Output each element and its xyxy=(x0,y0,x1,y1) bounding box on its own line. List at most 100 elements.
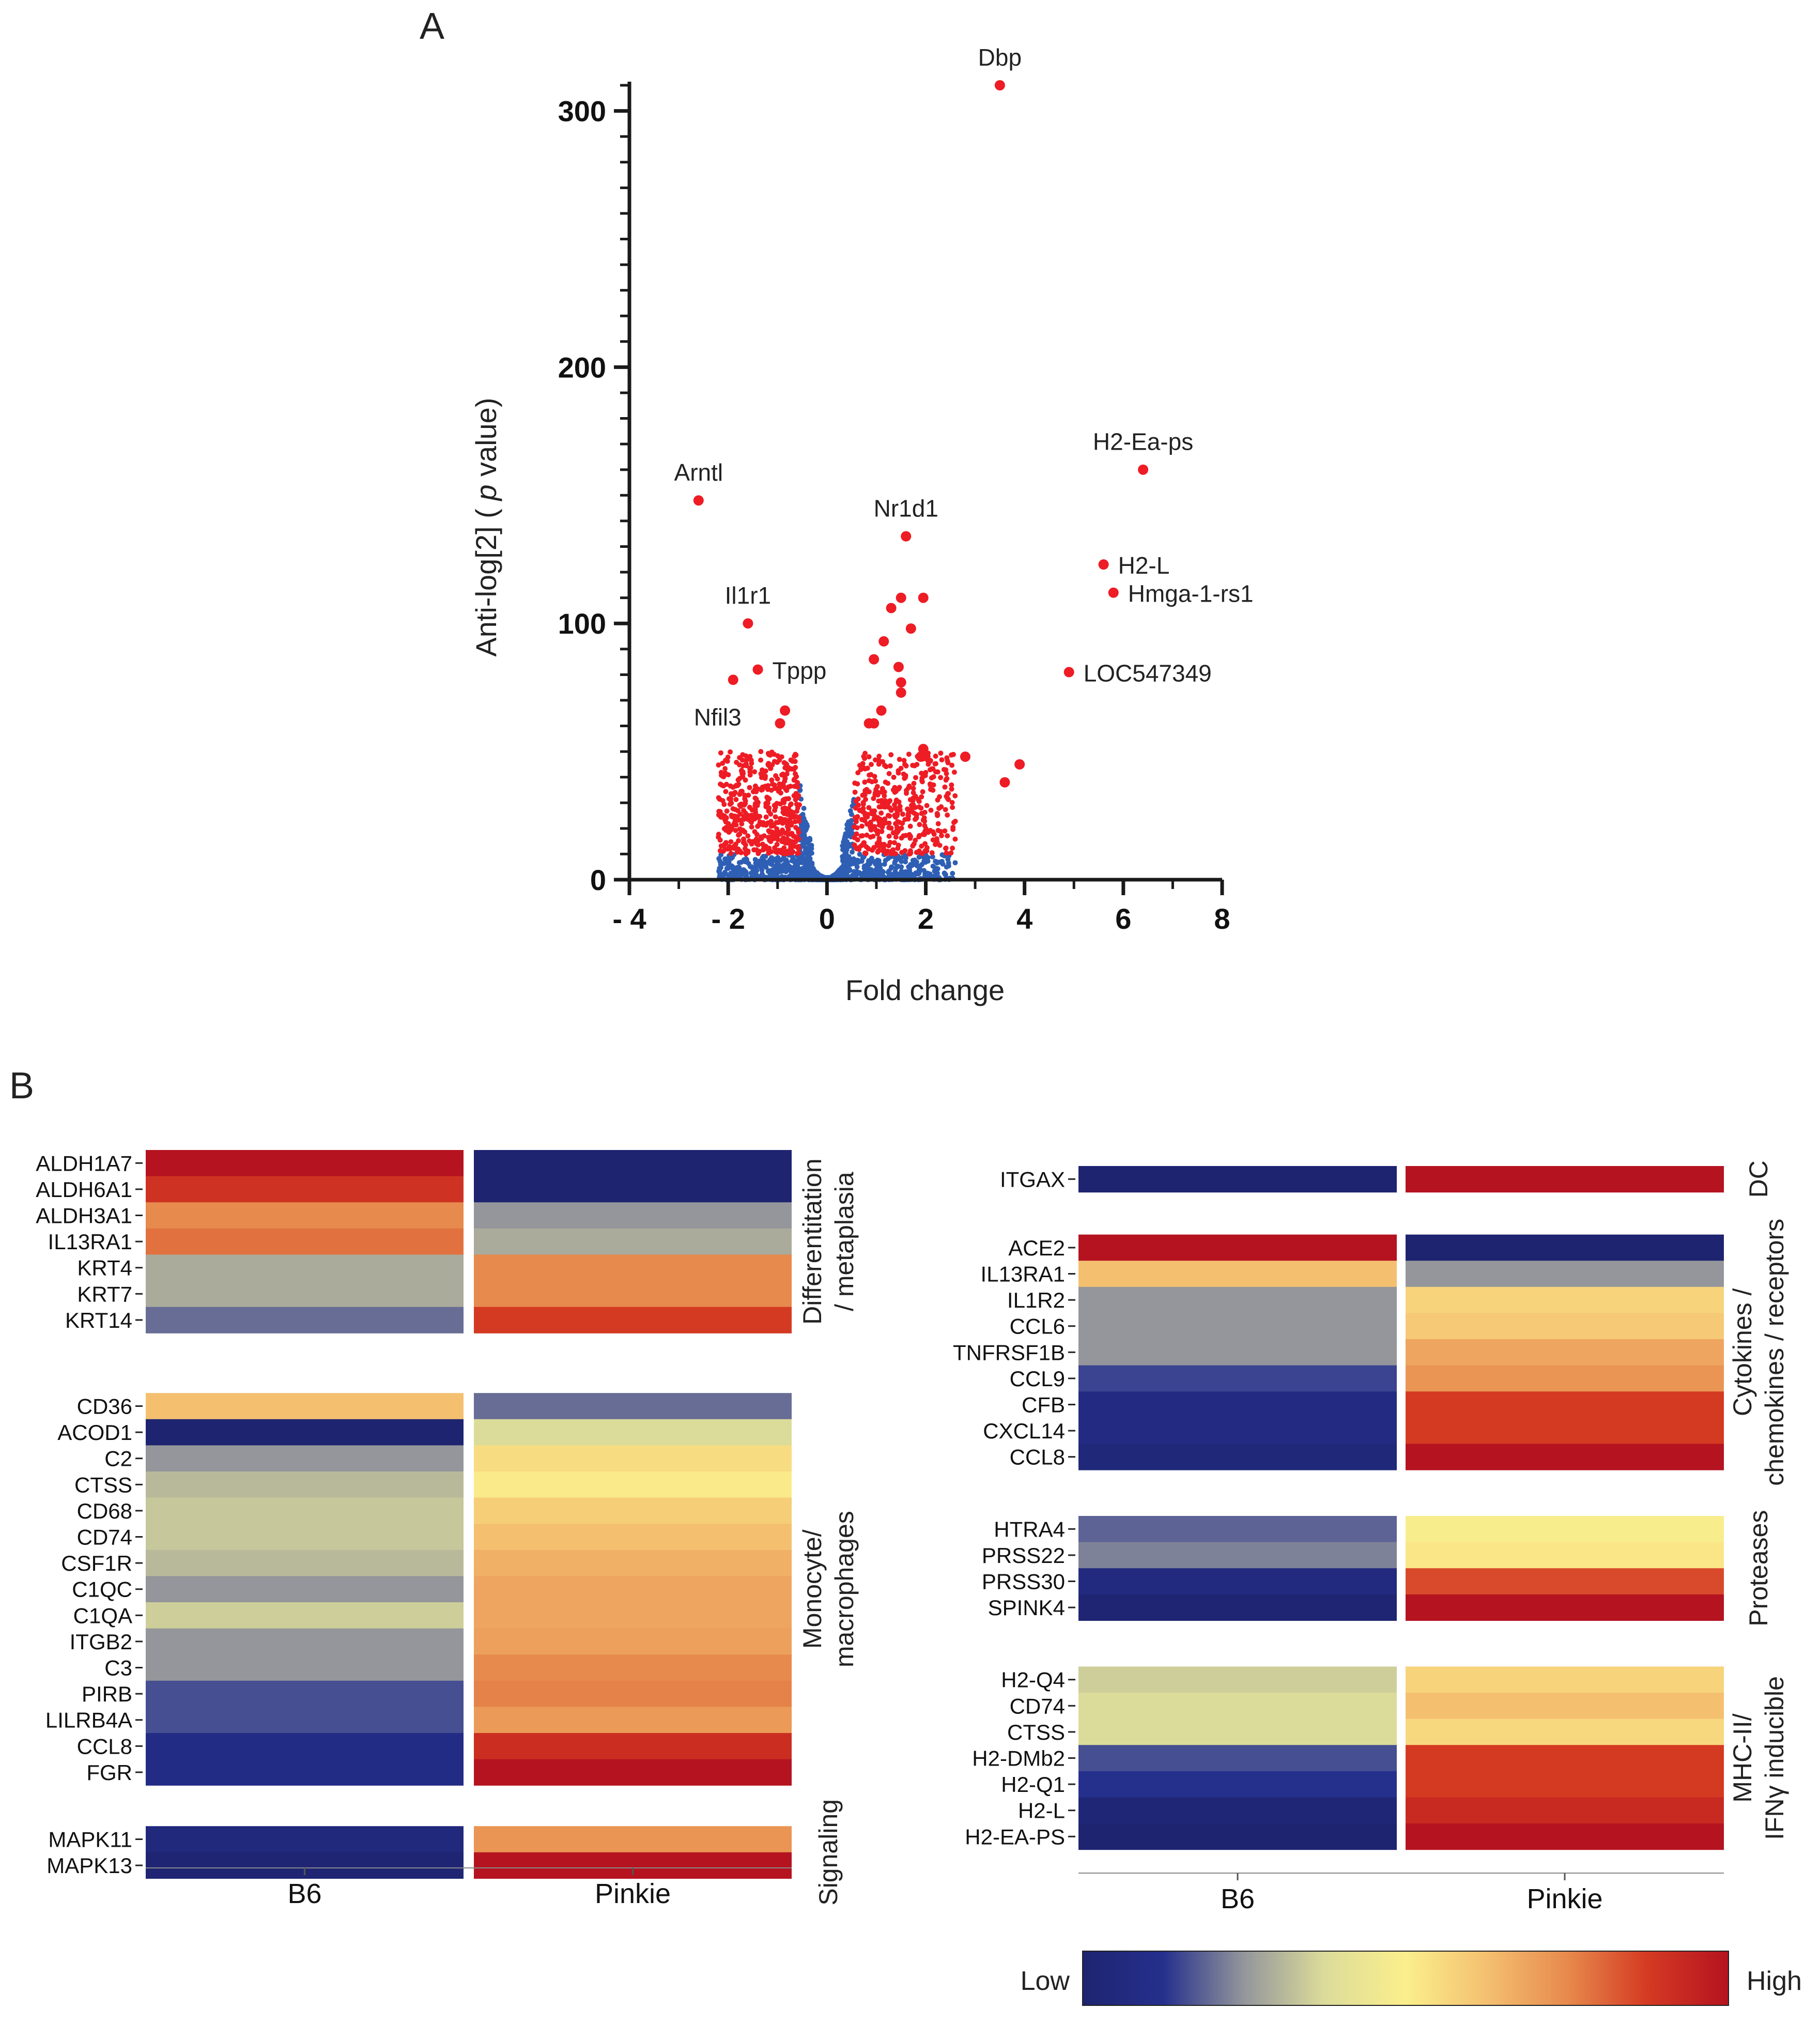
significant-gene-point xyxy=(794,795,800,801)
significant-gene-point xyxy=(791,814,796,820)
significant-gene-point xyxy=(894,830,900,835)
significant-gene-point xyxy=(859,823,865,829)
gene-point xyxy=(902,853,908,858)
gene-point xyxy=(783,869,789,875)
significant-gene-point xyxy=(938,804,944,809)
significant-gene-point xyxy=(916,804,922,810)
gene-point xyxy=(950,870,955,876)
significant-gene-point xyxy=(742,792,747,798)
significant-gene-point xyxy=(890,847,896,853)
significant-gene-point xyxy=(872,812,877,818)
heatmap-cell xyxy=(474,1471,792,1498)
heatmap-cell xyxy=(146,1254,464,1281)
significant-gene-point xyxy=(911,780,917,786)
significant-gene-point xyxy=(875,848,881,854)
labeled-gene-point xyxy=(1098,559,1109,570)
significant-gene-point xyxy=(913,837,918,843)
significant-gene-point xyxy=(716,795,721,801)
significant-gene-point xyxy=(779,772,784,778)
significant-gene-point xyxy=(795,827,801,833)
significant-gene-point xyxy=(861,840,867,846)
heatmap-cell xyxy=(146,1228,464,1255)
gene-row-label: LILRB4A xyxy=(45,1708,132,1732)
heatmap-cell xyxy=(1078,1234,1397,1261)
significant-gene-point xyxy=(876,836,882,841)
gene-row-label: IL1R2 xyxy=(1007,1288,1065,1312)
significant-gene-point xyxy=(907,823,913,829)
significant-gene-point xyxy=(929,850,935,855)
heatmap-cell xyxy=(1078,1261,1397,1287)
gene-point-label: H2-Ea-ps xyxy=(1093,428,1193,455)
significant-gene-point xyxy=(924,803,930,808)
color-scale: Low High xyxy=(1021,1951,1802,2006)
significant-gene-point xyxy=(716,762,721,768)
gene-point xyxy=(802,822,808,828)
heatmap-cell xyxy=(146,1733,464,1760)
significant-gene-point xyxy=(773,814,778,820)
heatmap-cell xyxy=(1078,1771,1397,1798)
significant-gene-point xyxy=(922,809,928,815)
significant-gene-point xyxy=(795,851,800,856)
significant-gene-point xyxy=(768,839,774,844)
y-tick-label: 200 xyxy=(558,351,606,384)
significant-gene-point xyxy=(921,832,927,837)
heatmap-cell xyxy=(474,1228,792,1255)
significant-gene-point xyxy=(911,786,916,791)
significant-gene-point xyxy=(747,785,752,790)
significant-gene-point xyxy=(939,833,944,838)
significant-gene-point xyxy=(891,774,897,780)
significant-gene-point xyxy=(880,823,885,829)
gene-point xyxy=(839,865,844,870)
gene-point xyxy=(722,860,728,866)
significant-gene-point xyxy=(951,820,957,825)
heatmap-cell xyxy=(146,1576,464,1603)
group-label: MHC-II/ xyxy=(1728,1713,1757,1802)
heatmap-cell xyxy=(1406,1771,1724,1798)
significant-gene-point xyxy=(773,773,779,778)
significant-gene-point xyxy=(763,773,768,779)
gene-point xyxy=(844,873,850,879)
gene-point xyxy=(718,861,724,866)
significant-gene-point xyxy=(721,802,727,807)
gene-point xyxy=(899,864,904,870)
gene-point xyxy=(759,871,765,877)
significant-gene-point xyxy=(761,770,766,775)
gene-point xyxy=(847,808,853,814)
heatmap-cell xyxy=(146,1602,464,1629)
gene-row-label: MAPK11 xyxy=(48,1828,132,1852)
significant-gene-point xyxy=(722,846,728,852)
significant-gene-point xyxy=(949,762,955,768)
significant-gene-point xyxy=(783,786,789,792)
gene-point xyxy=(848,828,854,833)
highlighted-gene-point xyxy=(878,636,889,647)
significant-gene-point xyxy=(883,779,888,785)
significant-gene-point xyxy=(718,815,724,820)
significant-gene-point xyxy=(768,821,774,826)
significant-gene-point xyxy=(782,817,788,822)
significant-gene-point xyxy=(926,761,931,767)
significant-gene-point xyxy=(792,776,797,782)
significant-gene-point xyxy=(750,789,756,794)
gene-row-label: FGR xyxy=(86,1760,132,1785)
highlighted-gene-point xyxy=(1014,759,1025,770)
significant-gene-point xyxy=(737,755,743,760)
significant-gene-point xyxy=(794,835,800,840)
significant-gene-point xyxy=(883,820,889,826)
significant-gene-point xyxy=(788,844,794,850)
highlighted-gene-point xyxy=(893,662,904,672)
significant-gene-point xyxy=(718,750,723,756)
gene-point xyxy=(840,855,846,861)
highlighted-gene-point xyxy=(905,623,916,634)
gene-point xyxy=(932,873,937,879)
significant-gene-point xyxy=(943,777,949,783)
significant-gene-point xyxy=(854,831,859,837)
significant-gene-point xyxy=(786,796,791,802)
significant-gene-point xyxy=(761,822,766,827)
significant-gene-point xyxy=(886,833,892,839)
significant-gene-point xyxy=(766,828,772,834)
significant-gene-point xyxy=(917,822,922,827)
group-label: / metaplasia xyxy=(830,1172,859,1311)
gene-row-label: H2-L xyxy=(1018,1799,1065,1823)
gene-point xyxy=(850,872,855,878)
gene-row-label: SPINK4 xyxy=(988,1596,1065,1620)
